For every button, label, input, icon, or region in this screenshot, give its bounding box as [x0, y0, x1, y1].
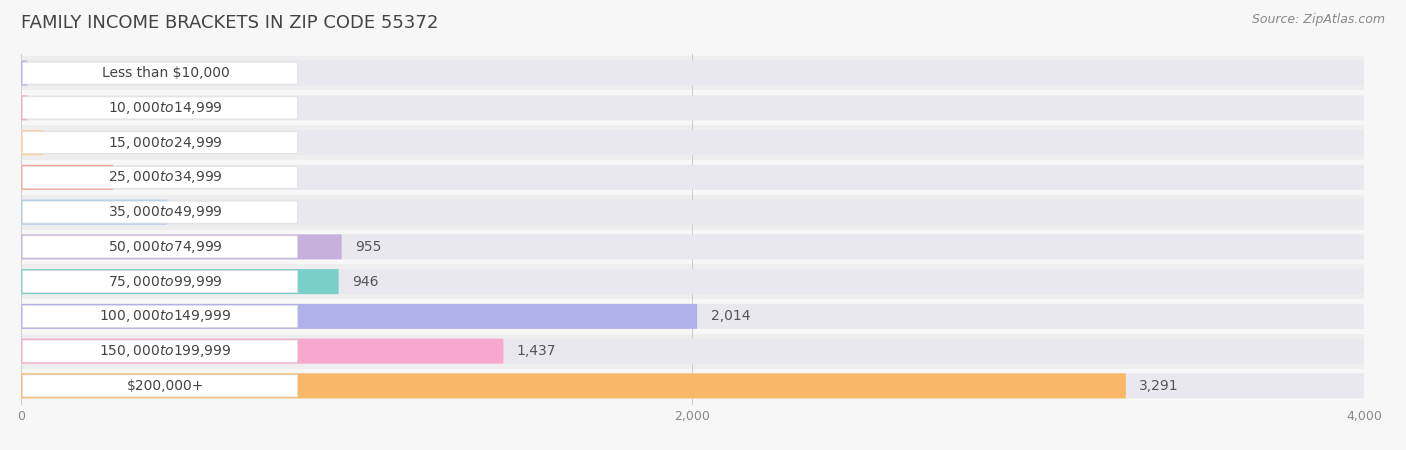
Text: $35,000 to $49,999: $35,000 to $49,999 [108, 204, 224, 220]
FancyBboxPatch shape [21, 61, 1364, 86]
Text: FAMILY INCOME BRACKETS IN ZIP CODE 55372: FAMILY INCOME BRACKETS IN ZIP CODE 55372 [21, 14, 439, 32]
FancyBboxPatch shape [21, 95, 28, 121]
FancyBboxPatch shape [21, 165, 1364, 190]
FancyBboxPatch shape [21, 234, 342, 259]
Text: $10,000 to $14,999: $10,000 to $14,999 [108, 100, 224, 116]
FancyBboxPatch shape [21, 304, 697, 329]
FancyBboxPatch shape [22, 236, 298, 258]
FancyBboxPatch shape [21, 200, 167, 225]
Text: 3,291: 3,291 [1139, 379, 1178, 393]
FancyBboxPatch shape [21, 90, 1364, 125]
Text: $200,000+: $200,000+ [127, 379, 204, 393]
Text: 19: 19 [41, 66, 59, 80]
Text: $25,000 to $34,999: $25,000 to $34,999 [108, 169, 224, 185]
FancyBboxPatch shape [21, 130, 1364, 155]
FancyBboxPatch shape [21, 230, 1364, 264]
Text: 955: 955 [356, 240, 381, 254]
FancyBboxPatch shape [21, 61, 28, 86]
FancyBboxPatch shape [21, 165, 112, 190]
Text: Source: ZipAtlas.com: Source: ZipAtlas.com [1251, 14, 1385, 27]
FancyBboxPatch shape [21, 56, 1364, 90]
FancyBboxPatch shape [21, 304, 1364, 329]
Text: Less than $10,000: Less than $10,000 [101, 66, 229, 80]
FancyBboxPatch shape [22, 270, 298, 292]
FancyBboxPatch shape [21, 374, 1364, 398]
FancyBboxPatch shape [22, 375, 298, 397]
FancyBboxPatch shape [21, 269, 339, 294]
FancyBboxPatch shape [22, 340, 298, 362]
FancyBboxPatch shape [21, 334, 1364, 369]
Text: 274: 274 [127, 171, 153, 184]
Text: 19: 19 [41, 101, 59, 115]
FancyBboxPatch shape [21, 200, 1364, 225]
FancyBboxPatch shape [21, 234, 1364, 259]
FancyBboxPatch shape [21, 160, 1364, 195]
Text: 946: 946 [352, 274, 378, 288]
FancyBboxPatch shape [21, 269, 1364, 294]
FancyBboxPatch shape [21, 374, 1126, 398]
FancyBboxPatch shape [21, 299, 1364, 334]
FancyBboxPatch shape [22, 62, 298, 84]
Text: 66: 66 [56, 135, 75, 149]
FancyBboxPatch shape [22, 97, 298, 119]
Text: $150,000 to $199,999: $150,000 to $199,999 [100, 343, 232, 359]
FancyBboxPatch shape [21, 130, 44, 155]
Text: $100,000 to $149,999: $100,000 to $149,999 [100, 308, 232, 324]
Text: 1,437: 1,437 [517, 344, 557, 358]
FancyBboxPatch shape [22, 166, 298, 189]
FancyBboxPatch shape [22, 131, 298, 153]
FancyBboxPatch shape [21, 195, 1364, 230]
FancyBboxPatch shape [21, 264, 1364, 299]
FancyBboxPatch shape [21, 125, 1364, 160]
FancyBboxPatch shape [21, 369, 1364, 403]
FancyBboxPatch shape [22, 306, 298, 328]
Text: 2,014: 2,014 [710, 310, 749, 324]
FancyBboxPatch shape [21, 338, 1364, 364]
FancyBboxPatch shape [21, 95, 1364, 121]
FancyBboxPatch shape [22, 201, 298, 223]
Text: 435: 435 [180, 205, 207, 219]
FancyBboxPatch shape [21, 338, 503, 364]
Text: $15,000 to $24,999: $15,000 to $24,999 [108, 135, 224, 151]
Text: $75,000 to $99,999: $75,000 to $99,999 [108, 274, 224, 290]
Text: $50,000 to $74,999: $50,000 to $74,999 [108, 239, 224, 255]
